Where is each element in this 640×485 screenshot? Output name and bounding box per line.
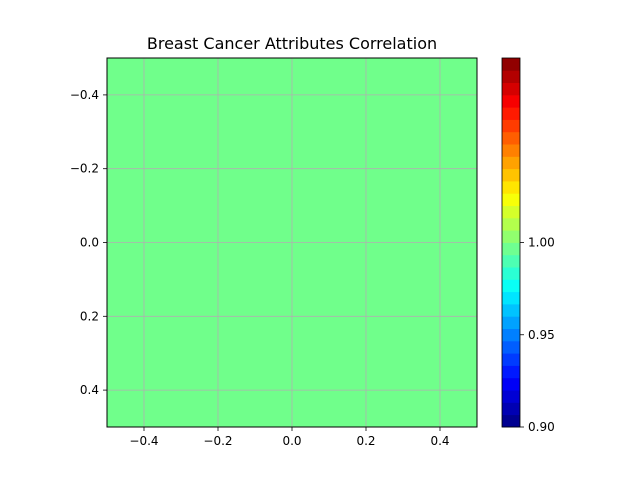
colorbar-segment bbox=[502, 402, 520, 416]
colorbar-segment bbox=[502, 131, 520, 145]
colorbar-segment bbox=[502, 242, 520, 256]
x-tick-label: 0.2 bbox=[356, 434, 375, 448]
colorbar-segment bbox=[502, 58, 520, 71]
colorbar-tick-label: 0.95 bbox=[528, 328, 555, 342]
colorbar-segment bbox=[502, 254, 520, 268]
colorbar-segment bbox=[502, 291, 520, 305]
colorbar-segment bbox=[502, 340, 520, 354]
x-tick-label: 0.0 bbox=[282, 434, 301, 448]
y-tick-label: 0.0 bbox=[80, 236, 99, 250]
colorbar-segment bbox=[502, 144, 520, 157]
colorbar-segment bbox=[502, 168, 520, 182]
colorbar-segment bbox=[502, 107, 520, 120]
colorbar-segment bbox=[502, 82, 520, 96]
x-tick-label: −0.4 bbox=[129, 434, 158, 448]
colorbar-segment bbox=[502, 205, 520, 219]
plot-area bbox=[106, 57, 478, 428]
y-tick-label: −0.2 bbox=[70, 162, 99, 176]
colorbar-segment bbox=[502, 193, 520, 206]
colorbar-segment bbox=[502, 230, 520, 243]
y-axis: −0.4 −0.2 0.0 0.2 0.4 bbox=[70, 88, 107, 397]
x-axis: −0.4 −0.2 0.0 0.2 0.4 bbox=[129, 427, 450, 448]
colorbar-tick-label: 0.90 bbox=[528, 420, 555, 434]
colorbar-segment bbox=[502, 353, 520, 366]
colorbar-segment bbox=[502, 279, 520, 293]
colorbar-segment bbox=[502, 365, 520, 379]
y-tick-label: 0.4 bbox=[80, 383, 99, 397]
y-tick-label: 0.2 bbox=[80, 309, 99, 323]
colorbar-tick-label: 1.00 bbox=[528, 236, 555, 250]
colorbar-segment bbox=[502, 119, 520, 133]
colorbar-segment bbox=[502, 94, 520, 108]
colorbar: 0.90 0.95 1.00 bbox=[501, 57, 555, 434]
chart-title: Breast Cancer Attributes Correlation bbox=[147, 34, 437, 53]
colorbar-segment bbox=[502, 328, 520, 342]
colorbar-segment bbox=[502, 267, 520, 280]
colorbar-segment bbox=[502, 181, 520, 194]
y-tick-label: −0.4 bbox=[70, 88, 99, 102]
colorbar-segment bbox=[502, 414, 520, 428]
x-tick-label: −0.2 bbox=[203, 434, 232, 448]
colorbar-segment bbox=[502, 390, 520, 403]
colorbar-segment bbox=[502, 304, 520, 317]
colorbar-segment bbox=[502, 70, 520, 83]
colorbar-segment bbox=[502, 377, 520, 391]
colorbar-segment bbox=[502, 156, 520, 170]
colorbar-segment bbox=[502, 316, 520, 329]
colorbar-segment bbox=[502, 217, 520, 231]
x-tick-label: 0.4 bbox=[430, 434, 449, 448]
